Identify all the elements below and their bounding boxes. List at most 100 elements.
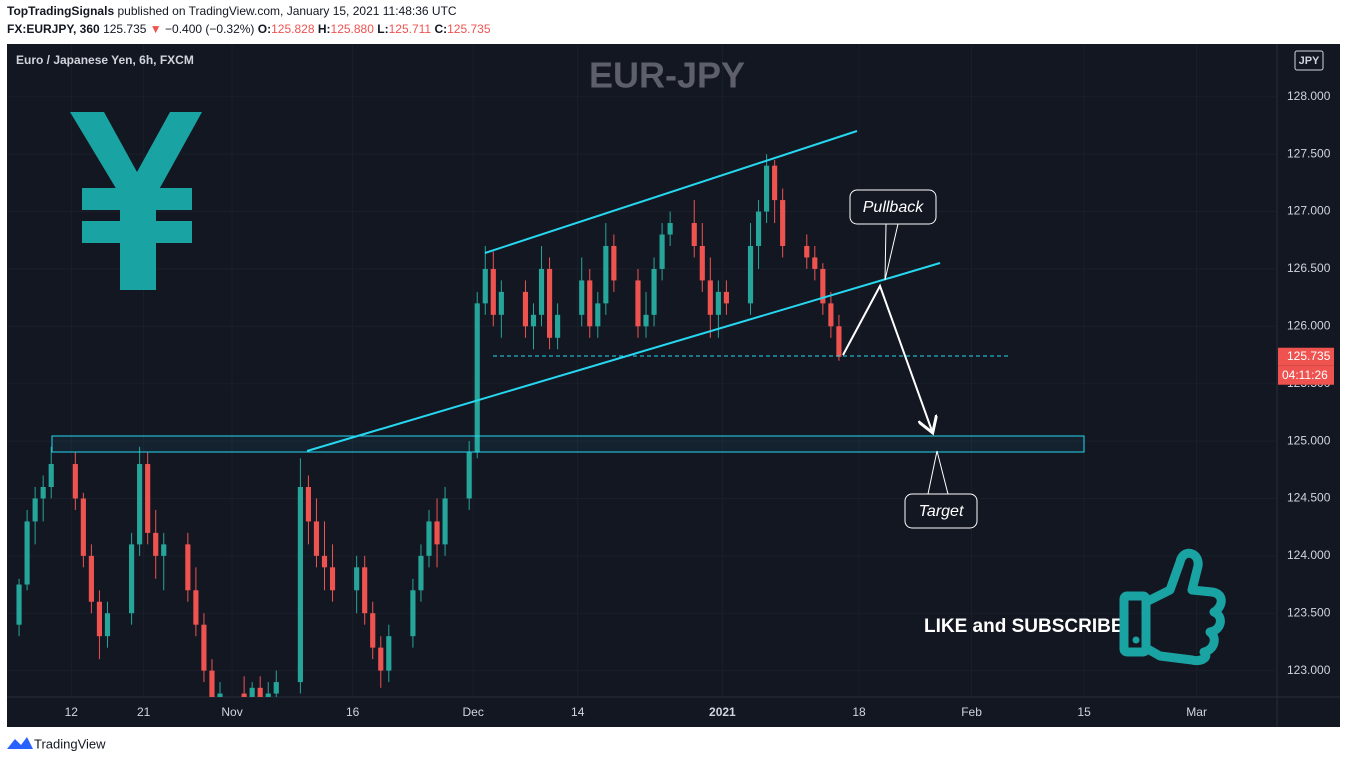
- legend: Euro / Japanese Yen, 6h, FXCM: [16, 53, 194, 67]
- candle-body: [362, 567, 368, 614]
- candle-body: [691, 223, 697, 246]
- x-tick-label: Nov: [221, 705, 242, 719]
- candle-body: [40, 486, 46, 499]
- pullback-box: [849, 189, 937, 225]
- candle-body: [555, 314, 561, 338]
- change-arrow: ▼: [150, 22, 162, 36]
- thumbs-up-icon: [1119, 548, 1226, 665]
- candle-body: [498, 291, 504, 315]
- candle-body: [522, 291, 529, 327]
- candle-body: [193, 590, 199, 625]
- candle-body: [482, 268, 488, 304]
- candle-body: [707, 280, 713, 315]
- candle-body: [530, 314, 537, 327]
- thumbs-up-dot: [1132, 636, 1140, 644]
- h-value: 125.880: [331, 22, 375, 36]
- candle-body: [354, 567, 360, 591]
- candle-body: [755, 211, 762, 246]
- x-tick-label: 18: [852, 705, 866, 719]
- candle-body: [257, 687, 263, 697]
- candle-body: [611, 245, 617, 281]
- y-tick-label: 127.500: [1287, 146, 1331, 160]
- candle-body: [747, 245, 754, 304]
- countdown-box: [1278, 365, 1334, 385]
- candle-body: [442, 498, 448, 545]
- y-tick-label: 124.500: [1287, 491, 1331, 505]
- candle-body: [96, 601, 103, 637]
- candle-body: [804, 245, 810, 258]
- pullback-label: Pullback: [863, 199, 924, 216]
- candle-body: [370, 613, 376, 648]
- candle-body: [104, 613, 111, 637]
- footer-brand: TradingView: [34, 736, 106, 751]
- candle-body: [129, 544, 135, 614]
- x-tick-label: 16: [346, 705, 360, 719]
- candle-body: [643, 314, 649, 327]
- c-value: 125.735: [447, 22, 491, 36]
- candle-body: [418, 555, 424, 591]
- candle-body: [828, 303, 834, 327]
- y-tick-label: 126.000: [1287, 318, 1331, 332]
- candle-body: [812, 257, 818, 269]
- y-tick-label: 126.500: [1287, 261, 1331, 275]
- candle-body: [217, 693, 223, 697]
- l-value: 125.711: [389, 22, 432, 36]
- watermark: EUR-JPY: [589, 55, 745, 96]
- y-tick-label: 123.500: [1287, 605, 1331, 619]
- last-price-label: 125.735: [1287, 349, 1331, 363]
- x-tick-label: 21: [137, 705, 151, 719]
- candles: [16, 154, 842, 697]
- candle-body: [820, 268, 826, 304]
- candle-body: [651, 268, 657, 315]
- candle-body: [329, 567, 336, 591]
- currency-box: [1294, 50, 1324, 71]
- x-tick-label: Feb: [961, 705, 982, 719]
- candle-body: [80, 498, 86, 556]
- candle-body: [772, 165, 778, 201]
- candle-body: [780, 200, 786, 246]
- candle-body: [538, 268, 545, 315]
- y-tick-label: 127.000: [1287, 204, 1331, 218]
- candle-body: [201, 624, 207, 671]
- candle-body: [72, 464, 78, 499]
- candle-body: [836, 326, 842, 357]
- target-box: [904, 493, 978, 529]
- x-tick-label: 12: [65, 705, 79, 719]
- l-label: L:: [377, 22, 388, 36]
- candle-body: [161, 544, 167, 556]
- y-tick-label: 124.000: [1287, 548, 1331, 562]
- candle-body: [378, 647, 384, 671]
- candle-body: [153, 532, 159, 556]
- candle-body: [410, 590, 416, 637]
- candle-body: [24, 521, 30, 585]
- x-tick-label: 15: [1077, 705, 1091, 719]
- x-tick-label: Mar: [1186, 705, 1207, 719]
- candle-body: [546, 268, 553, 338]
- candle-body: [273, 682, 279, 694]
- cta-label: LIKE and SUBSCRIBE: [924, 616, 1124, 637]
- candle-body: [667, 223, 673, 235]
- x-tick-label: 2021: [709, 705, 736, 719]
- candle-body: [466, 452, 472, 499]
- h-label: H:: [318, 22, 331, 36]
- target-zone: [51, 435, 1085, 453]
- projection-arrow: [842, 283, 932, 431]
- candle-body: [241, 693, 247, 697]
- header-line-1: TopTradingSignals published on TradingVi…: [7, 4, 457, 18]
- x-tick-label: 14: [571, 705, 585, 719]
- candle-body: [209, 670, 215, 697]
- target-label: Target: [919, 503, 964, 520]
- countdown-label: 04:11:26: [1282, 368, 1328, 382]
- currency: JPY: [1299, 55, 1320, 67]
- candle-body: [764, 165, 770, 212]
- candle-body: [16, 584, 22, 625]
- candle-body: [587, 280, 593, 327]
- candle-body: [434, 521, 440, 545]
- candle-body: [321, 555, 328, 568]
- c-label: C:: [434, 22, 447, 36]
- candle-body: [595, 303, 601, 327]
- candle-body: [490, 268, 496, 315]
- drawings: [51, 130, 1085, 529]
- grid: [7, 44, 1277, 697]
